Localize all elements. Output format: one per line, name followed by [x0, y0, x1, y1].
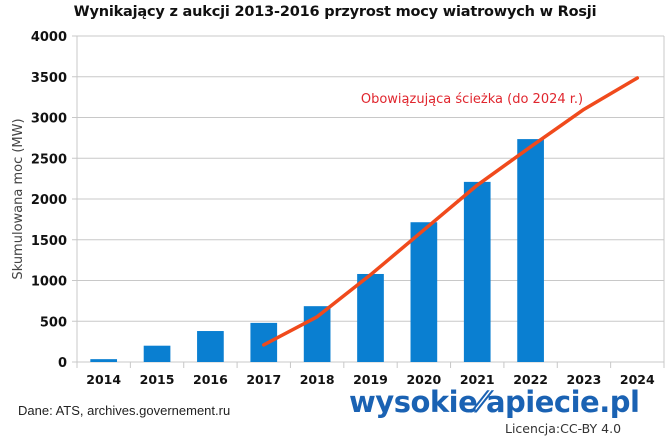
y-tick-label: 500	[40, 315, 67, 330]
x-tick-label: 2020	[406, 372, 441, 387]
bar	[410, 222, 438, 362]
x-tick-label: 2021	[460, 372, 495, 387]
chart-title: Wynikający z aukcji 2013-2016 przyrost m…	[73, 4, 597, 20]
y-tick-label: 0	[58, 356, 67, 371]
y-tick-label: 1500	[31, 234, 67, 249]
bar	[250, 322, 278, 362]
x-tick-label: 2018	[300, 372, 335, 387]
bar	[357, 273, 384, 362]
x-tick-label: 2016	[193, 372, 228, 387]
x-tick-label: 2022	[513, 372, 548, 387]
logo-text-left: wysokie	[349, 385, 478, 419]
y-tick-label: 3000	[31, 112, 67, 127]
bar	[143, 345, 171, 362]
y-tick-label: 1000	[31, 275, 67, 290]
path-line	[262, 76, 640, 347]
bar	[90, 359, 118, 362]
data-source-note: Dane: ATS, archives.governement.ru	[18, 403, 231, 418]
bar	[517, 139, 544, 362]
x-tick-label: 2019	[353, 372, 388, 387]
license-note: Licencja:CC-BY 4.0	[505, 421, 622, 436]
y-tick-label: 3500	[31, 71, 67, 86]
y-axis-label: Skumulowana moc (MW)	[11, 118, 26, 279]
y-tick-label: 4000	[31, 30, 67, 45]
line-annotation: Obowiązująca ścieżka (do 2024 r.)	[361, 92, 583, 107]
x-tick-label: 2023	[567, 372, 602, 387]
y-tick-label: 2500	[31, 152, 67, 167]
x-tick-label: 2015	[140, 372, 175, 387]
x-tick-label: 2017	[246, 372, 281, 387]
x-tick-label: 2024	[620, 372, 655, 387]
bar	[197, 331, 224, 362]
y-tick-label: 2000	[31, 193, 67, 208]
publisher-logo: wysokie⁄⁄apiecie.pl	[349, 385, 640, 419]
lightning-bolt-icon: ⁄⁄	[477, 385, 486, 419]
x-tick-label: 2014	[86, 372, 121, 387]
bar	[463, 181, 491, 362]
logo-text-right: apiecie.pl	[485, 385, 640, 419]
